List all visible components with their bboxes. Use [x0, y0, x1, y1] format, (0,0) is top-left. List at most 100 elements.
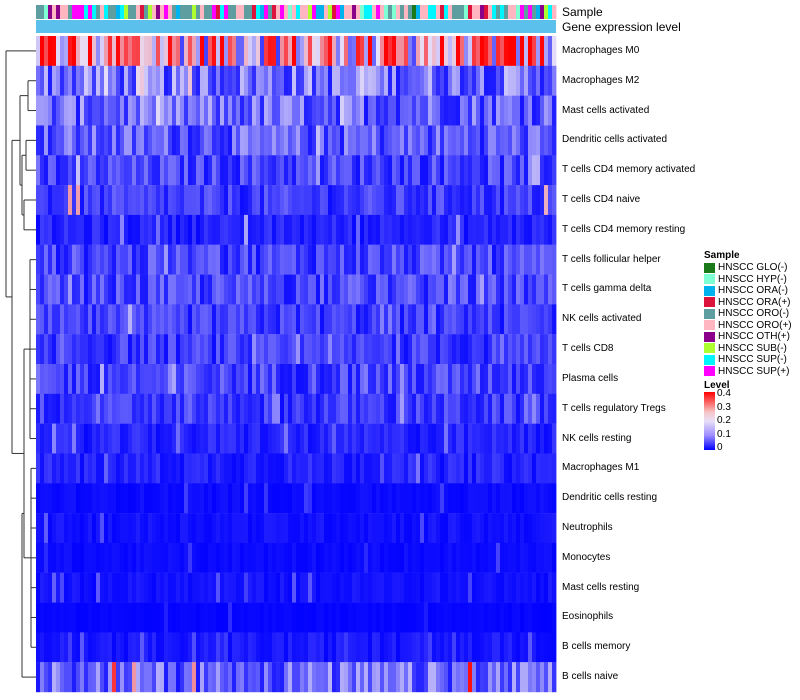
heatmap-cell — [260, 602, 265, 633]
heatmap-cell — [184, 572, 189, 603]
heatmap-cell — [540, 36, 545, 67]
heatmap-cell — [116, 185, 121, 216]
heatmap-cell — [440, 214, 445, 245]
heatmap-cell — [368, 364, 373, 395]
heatmap-cell — [52, 632, 57, 663]
heatmap-cell — [392, 125, 397, 156]
heatmap-cell — [412, 632, 417, 663]
heatmap-cell — [120, 602, 125, 633]
heatmap-cell — [56, 244, 61, 275]
heatmap-cell — [80, 125, 85, 156]
heatmap-cell — [224, 513, 229, 544]
heatmap-cell — [296, 393, 301, 424]
heatmap-cell — [444, 304, 449, 335]
heatmap-cell — [80, 185, 85, 216]
heatmap-cell — [108, 304, 113, 335]
heatmap-cell — [64, 632, 69, 663]
heatmap-cell — [228, 542, 233, 573]
heatmap-cell — [104, 572, 109, 603]
sample-annotation-cell — [384, 5, 389, 19]
heatmap-cell — [524, 334, 529, 365]
heatmap-cell — [536, 364, 541, 395]
heatmap-cell — [344, 274, 349, 305]
heatmap-cell — [524, 602, 529, 633]
heatmap-cell — [476, 572, 481, 603]
heatmap-cell — [476, 393, 481, 424]
heatmap-cell — [200, 274, 205, 305]
heatmap-cell — [436, 125, 441, 156]
heatmap-cell — [288, 155, 293, 186]
heatmap-cell — [232, 513, 237, 544]
heatmap-cell — [288, 632, 293, 663]
heatmap-cell — [40, 185, 45, 216]
heatmap-cell — [96, 453, 101, 484]
heatmap-cell — [164, 632, 169, 663]
heatmap-cell — [116, 155, 121, 186]
heatmap-cell — [88, 214, 93, 245]
heatmap-cell — [520, 572, 525, 603]
heatmap-cell — [404, 513, 409, 544]
heatmap-cell — [504, 632, 509, 663]
heatmap-cell — [104, 662, 109, 693]
heatmap-cell — [360, 602, 365, 633]
heatmap-cell — [232, 364, 237, 395]
heatmap-cell — [440, 65, 445, 96]
heatmap-cell — [224, 334, 229, 365]
heatmap-cell — [232, 125, 237, 156]
heatmap-cell — [92, 483, 97, 514]
heatmap-cell — [388, 214, 393, 245]
heatmap-cell — [312, 214, 317, 245]
heatmap-cell — [60, 423, 65, 454]
heatmap-cell — [480, 393, 485, 424]
heatmap-cell — [128, 662, 133, 693]
heatmap-cell — [396, 662, 401, 693]
heatmap-cell — [168, 364, 173, 395]
heatmap-cell — [160, 572, 165, 603]
heatmap-cell — [124, 334, 129, 365]
heatmap-cell — [384, 483, 389, 514]
heatmap-cell — [312, 244, 317, 275]
sample-annotation-cell — [272, 5, 277, 19]
heatmap-cell — [104, 513, 109, 544]
heatmap-cell — [232, 542, 237, 573]
heatmap-cell — [524, 95, 529, 126]
heatmap-cell — [168, 36, 173, 67]
heatmap-cell — [48, 304, 53, 335]
heatmap-cell — [268, 572, 273, 603]
heatmap-cell — [264, 542, 269, 573]
heatmap-cell — [268, 602, 273, 633]
heatmap-cell — [296, 125, 301, 156]
heatmap-cell — [316, 393, 321, 424]
heatmap-cell — [528, 185, 533, 216]
heatmap-cell — [204, 65, 209, 96]
heatmap-cell — [72, 214, 77, 245]
heatmap-cell — [480, 214, 485, 245]
sample-annotation-cell — [492, 5, 497, 19]
heatmap-cell — [128, 65, 133, 96]
row-label: Dendritic cells activated — [562, 134, 668, 146]
heatmap-cell — [204, 274, 209, 305]
heatmap-cell — [44, 36, 49, 67]
heatmap-cell — [300, 572, 305, 603]
heatmap-cell — [164, 185, 169, 216]
heatmap-cell — [420, 572, 425, 603]
heatmap-cell — [304, 304, 309, 335]
heatmap-cell — [152, 214, 157, 245]
heatmap-cell — [140, 393, 145, 424]
heatmap-cell — [188, 95, 193, 126]
heatmap-cell — [136, 155, 141, 186]
heatmap-cell — [248, 214, 253, 245]
heatmap-cell — [300, 185, 305, 216]
heatmap-cell — [476, 423, 481, 454]
heatmap-cell — [44, 95, 49, 126]
heatmap-cell — [532, 453, 537, 484]
sample-annotation-cell — [480, 5, 485, 19]
heatmap-cell — [328, 662, 333, 693]
heatmap-cell — [400, 304, 405, 335]
heatmap-cell — [228, 214, 233, 245]
heatmap-cell — [364, 393, 369, 424]
heatmap-cell — [120, 483, 125, 514]
heatmap-cell — [116, 274, 121, 305]
heatmap-cell — [156, 334, 161, 365]
heatmap-cell — [484, 483, 489, 514]
